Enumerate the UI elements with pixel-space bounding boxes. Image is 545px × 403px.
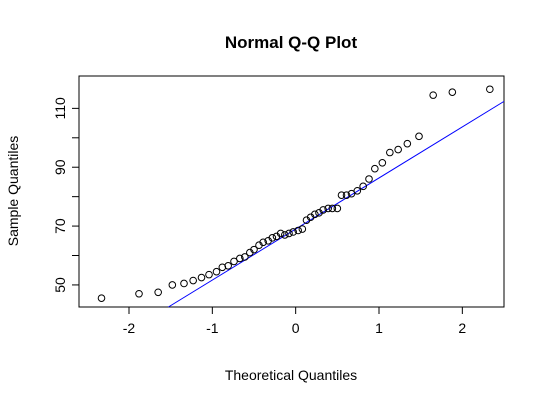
y-tick-label: 70 — [52, 218, 68, 234]
data-point — [236, 254, 244, 263]
data-point — [365, 175, 373, 183]
data-point — [205, 270, 213, 279]
data-point — [289, 228, 297, 236]
data-point — [224, 262, 232, 270]
y-tick-label: 110 — [52, 97, 68, 120]
data-point — [429, 91, 437, 99]
data-point — [448, 88, 457, 96]
y-axis: 50 70 90 110 — [52, 97, 79, 293]
x-tick-label: 0 — [292, 320, 300, 336]
data-point — [486, 85, 494, 94]
data-point — [298, 225, 307, 233]
data-point — [135, 289, 143, 298]
data-point — [250, 245, 258, 254]
y-tick-label: 50 — [52, 277, 68, 293]
qq-reference-line — [168, 100, 505, 308]
y-tick-label: 90 — [52, 159, 68, 175]
data-point — [259, 238, 267, 247]
data-point — [394, 145, 402, 154]
data-point — [378, 159, 387, 167]
data-point — [415, 132, 423, 141]
data-point — [359, 182, 367, 191]
data-point — [337, 191, 346, 199]
x-axis: -2 -1 0 1 2 — [123, 307, 466, 336]
data-point — [180, 279, 188, 288]
plot-frame — [78, 75, 505, 308]
reference-line — [168, 100, 505, 308]
data-point — [285, 229, 293, 238]
data-point — [189, 276, 197, 285]
data-point — [333, 204, 342, 213]
data-point — [371, 164, 379, 173]
data-point — [342, 191, 351, 199]
data-point — [403, 139, 412, 148]
data-point — [241, 253, 249, 261]
data-point — [328, 204, 337, 213]
sample-points — [97, 85, 494, 302]
data-point — [276, 229, 285, 238]
data-point — [268, 234, 277, 242]
data-point — [386, 148, 394, 157]
y-axis-label: Sample Quantiles — [5, 136, 21, 247]
data-point — [168, 281, 177, 289]
x-tick-label: 1 — [375, 320, 383, 336]
data-point — [324, 204, 332, 213]
data-point — [154, 288, 162, 297]
data-point — [230, 257, 238, 266]
data-point — [311, 210, 319, 219]
x-tick-label: 2 — [458, 320, 466, 336]
data-point — [353, 186, 362, 195]
data-point — [197, 273, 206, 282]
data-point — [97, 294, 106, 302]
data-point — [294, 226, 302, 235]
data-point — [281, 231, 289, 239]
x-tick-label: -2 — [123, 320, 136, 336]
data-point — [319, 206, 327, 214]
x-tick-label: -1 — [206, 320, 219, 336]
x-axis-label: Theoretical Quantiles — [225, 367, 357, 383]
data-point — [347, 189, 356, 198]
chart-title: Normal Q-Q Plot — [225, 33, 358, 52]
data-point — [212, 267, 221, 276]
